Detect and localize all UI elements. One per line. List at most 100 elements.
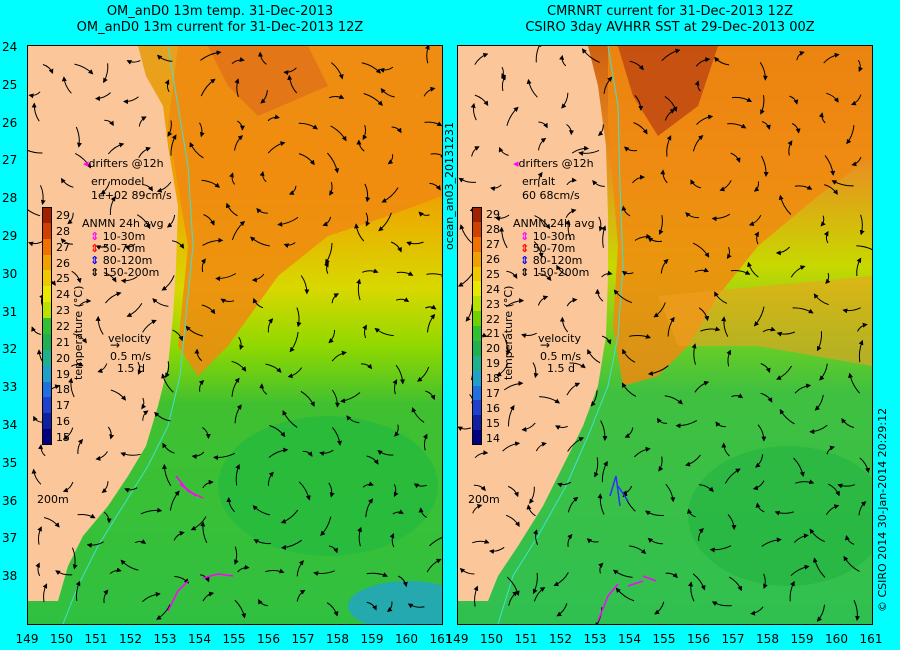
longitude-tick: 157 — [721, 632, 745, 646]
current-vector — [31, 102, 40, 122]
current-vector — [203, 214, 215, 226]
current-vector — [696, 114, 714, 125]
current-vector — [458, 426, 471, 432]
colorbar-segment — [472, 385, 482, 401]
current-vector — [598, 562, 604, 574]
current-vector — [850, 94, 862, 106]
current-vector — [346, 415, 360, 424]
current-vector — [287, 367, 303, 379]
current-vector — [364, 183, 371, 203]
current-vector — [658, 215, 664, 236]
current-vector — [430, 152, 442, 158]
current-vector — [687, 508, 696, 518]
current-vector — [234, 404, 242, 424]
current-vector — [647, 237, 662, 243]
current-vector — [377, 450, 394, 456]
current-vector — [698, 484, 714, 493]
latitude-tick: 25 — [2, 77, 18, 92]
colorbar-tick-label: 28 — [486, 223, 500, 237]
current-vector — [853, 599, 861, 621]
current-vector — [532, 362, 539, 379]
current-vector — [40, 185, 46, 205]
current-vector — [495, 214, 510, 222]
current-vector — [152, 298, 169, 307]
current-vector — [685, 212, 699, 219]
colorbar-tick-label: 18 — [56, 383, 70, 397]
current-vector — [731, 96, 752, 102]
depth-legend-label: 50-70m — [99, 242, 146, 255]
current-vector — [267, 318, 274, 333]
current-vector — [816, 604, 825, 622]
current-vector — [622, 348, 636, 363]
current-vector — [357, 526, 362, 547]
current-vector — [362, 124, 368, 141]
longitude-tick: 154 — [618, 632, 641, 646]
current-vector — [418, 507, 427, 518]
current-vector — [340, 392, 361, 404]
depth-arrow-icon: ⇕ — [520, 254, 530, 267]
current-vector — [721, 442, 730, 457]
model-run-label: ocean_an03_20131231 — [443, 122, 456, 250]
current-vector — [103, 272, 117, 283]
current-vector — [473, 484, 486, 492]
right-velocity-value: 0.5 m/s — [540, 350, 582, 363]
current-vector — [600, 420, 608, 442]
current-vector — [120, 452, 141, 457]
current-vector — [200, 78, 216, 97]
current-vector — [327, 152, 340, 174]
current-vector — [298, 153, 315, 166]
colorbar-tick-label: 21 — [56, 335, 70, 349]
current-vector — [425, 390, 436, 401]
current-vector — [366, 601, 377, 611]
current-vector — [191, 451, 205, 460]
current-vector — [235, 463, 240, 486]
depth-legend-item: ⇕ 150-200m — [90, 266, 159, 279]
current-vector — [35, 562, 41, 577]
current-vector — [692, 242, 710, 258]
depth-arrow-icon: ⇕ — [520, 266, 530, 279]
current-vector — [406, 241, 424, 247]
current-vector — [142, 184, 153, 192]
colorbar-tick-label: 18 — [486, 372, 500, 386]
colorbar-tick-label: 28 — [56, 224, 70, 238]
current-vector — [709, 545, 732, 553]
current-vector — [695, 57, 711, 67]
current-vector — [555, 425, 568, 430]
right-err-value: 60 68cm/s — [522, 189, 580, 202]
current-vector — [226, 497, 236, 513]
current-vector — [267, 471, 274, 486]
colorbar-tick-label: 22 — [486, 312, 500, 326]
current-vector — [172, 329, 184, 342]
current-vector — [201, 179, 220, 188]
current-vector — [319, 449, 334, 457]
current-vector — [287, 74, 298, 94]
depth-legend-item: ⇕ 80-120m — [90, 254, 152, 267]
current-vector — [238, 336, 244, 351]
current-vector — [170, 134, 177, 156]
current-vector — [426, 558, 442, 573]
current-vector — [234, 599, 247, 619]
current-vector — [812, 557, 826, 578]
current-vector — [752, 480, 765, 491]
colorbar-segment — [472, 236, 482, 252]
longitude-tick: 160 — [825, 632, 848, 646]
current-vector — [556, 603, 568, 617]
current-vector — [778, 194, 792, 215]
colorbar-tick-label: 29 — [56, 208, 70, 222]
current-vector — [141, 591, 161, 602]
current-vector — [331, 62, 344, 80]
current-vector — [508, 485, 519, 498]
current-vector — [202, 591, 215, 602]
current-vector — [328, 329, 336, 344]
colorbar-segment — [42, 349, 52, 366]
current-vector — [259, 383, 268, 395]
current-vector — [95, 315, 104, 335]
current-vector — [727, 123, 747, 129]
left-title: OM_anD0 13m temp. 31-Dec-2013 OM_anD0 13… — [10, 4, 430, 36]
right-title-line2: CSIRO 3day AVHRR SST at 29-Dec-2013 00Z — [525, 20, 815, 35]
current-vector — [156, 181, 172, 193]
current-vector — [597, 124, 604, 136]
current-vector — [173, 530, 185, 541]
colorbar-tick-label: 20 — [486, 342, 500, 356]
current-vector — [361, 62, 382, 74]
